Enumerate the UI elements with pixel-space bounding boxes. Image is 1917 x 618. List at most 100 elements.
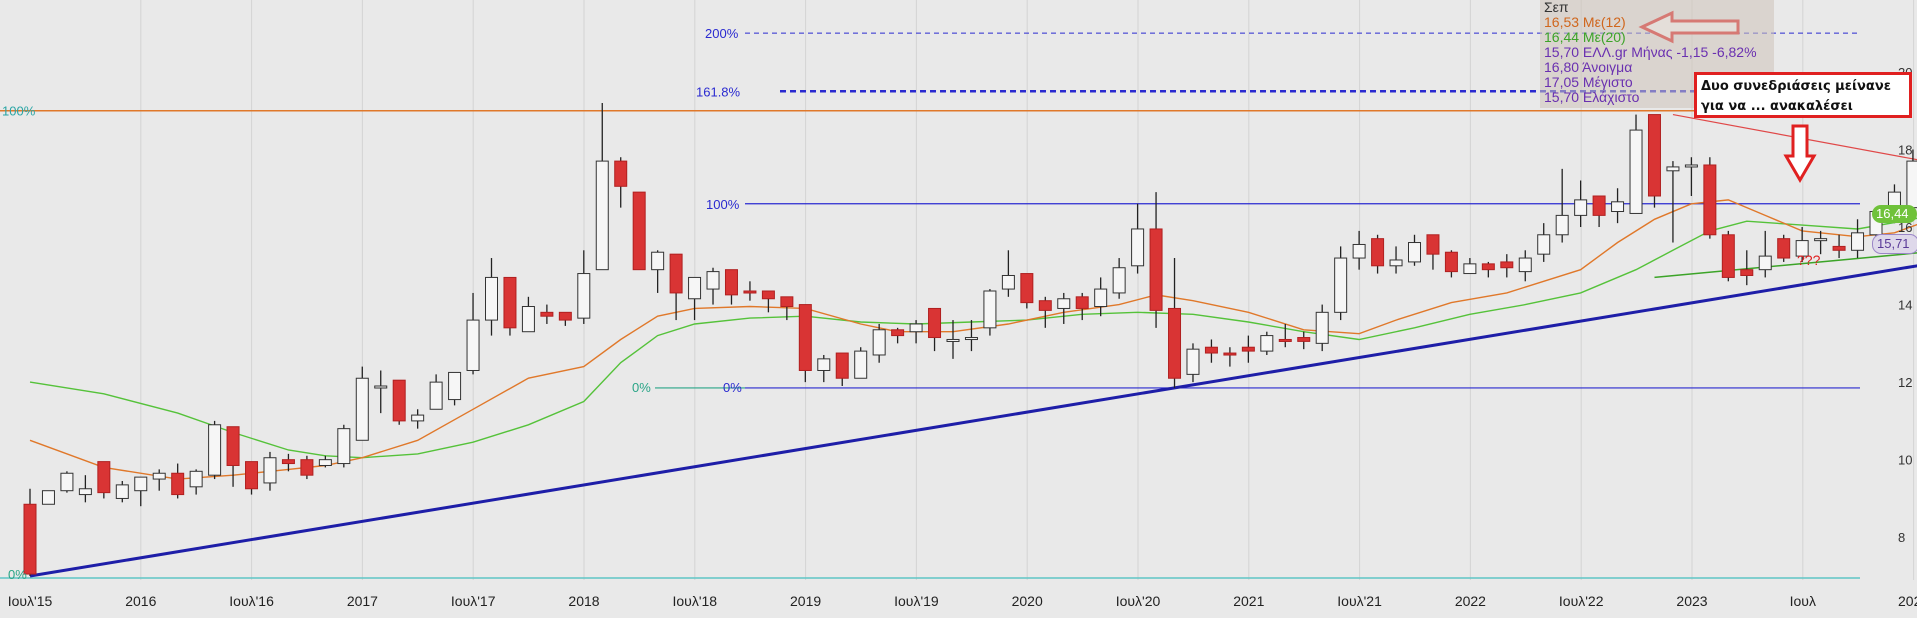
bear-candle (1832, 234, 1846, 259)
x-tick-label: Ιουλ'22 (1559, 593, 1604, 609)
candle-body (1481, 263, 1495, 271)
candle-body (1721, 234, 1735, 278)
bull-candle (1851, 219, 1865, 259)
x-tick-label: Ιουλ'20 (1116, 593, 1161, 609)
bear-candle (891, 327, 905, 344)
candle-body (392, 379, 406, 422)
bull-candle (318, 455, 332, 468)
candle-body (928, 307, 942, 339)
candle-body (429, 381, 443, 410)
candle-body (1795, 240, 1809, 257)
candle-body (355, 377, 369, 441)
candle-body (706, 271, 720, 290)
bull-candle (1518, 250, 1532, 282)
candle-body (466, 319, 480, 371)
x-tick-label: Ιουλ'16 (229, 593, 274, 609)
candle-body (300, 459, 314, 476)
candle-body (724, 269, 738, 296)
bear-candle (1168, 258, 1182, 388)
candle-body (946, 338, 960, 342)
candle-body (798, 304, 812, 371)
candle-body (1278, 338, 1292, 342)
candle-body (1389, 259, 1403, 267)
candle-body (1260, 335, 1274, 352)
bull-candle (577, 250, 591, 324)
ma20-line (29, 217, 1917, 459)
candle-body (1094, 288, 1108, 308)
x-tick-label: 2024 (1898, 593, 1917, 609)
candle-body (226, 426, 240, 466)
bear-candle (780, 296, 794, 321)
candle-body (817, 358, 831, 371)
candle-body (632, 191, 646, 271)
bull-candle (854, 347, 868, 379)
candle-body (1204, 346, 1218, 354)
candle-body (521, 306, 535, 333)
bull-candle (595, 102, 609, 271)
candle-body (189, 470, 203, 488)
bear-candle (245, 461, 259, 495)
candle-body (134, 476, 148, 492)
descending-resistance-line (1672, 113, 1917, 161)
candle-body (23, 503, 37, 575)
candle-body (1112, 267, 1126, 294)
bear-candle (614, 157, 628, 208)
candle-body (1832, 245, 1846, 251)
bull-candle (1001, 250, 1015, 297)
bull-candle (78, 475, 92, 503)
y-tick-label: 12 (1898, 375, 1912, 390)
bull-candle (115, 481, 129, 503)
candle-body (1223, 352, 1237, 356)
bull-candle (817, 354, 831, 383)
chart-grid (0, 0, 1915, 580)
bear-candle (1020, 273, 1034, 309)
bear-candle (1444, 250, 1458, 278)
candle-body (411, 414, 425, 422)
candle-body (1297, 337, 1311, 342)
bull-candle (411, 409, 425, 429)
fib-level-label: 200% (705, 26, 739, 41)
fib-level-label: 0% (632, 380, 651, 395)
bear-candle (558, 311, 572, 326)
annotation-line-2: για να ... ανακαλέσει (1701, 99, 1853, 114)
candle-body (540, 311, 554, 317)
fib-level-label: 161.8% (696, 84, 741, 99)
annotation-line-1: Δυο συνεδριάσεις μείνανε (1701, 79, 1891, 94)
candle-body (688, 276, 702, 300)
fib-level-label: 100% (706, 197, 740, 212)
x-tick-label: Ιουλ (1790, 593, 1816, 609)
candle-body (171, 472, 185, 496)
annotation-box: Δυο συνεδριάσεις μείνανε για να ... ανακ… (1694, 72, 1912, 118)
candle-body (1426, 234, 1440, 255)
bull-candle (1758, 230, 1772, 278)
candle-body (152, 472, 166, 480)
candle-body (1500, 261, 1514, 269)
bear-candle (1426, 234, 1440, 270)
x-tick-label: Ιουλ'17 (451, 593, 496, 609)
y-tick-label: 8 (1898, 530, 1905, 545)
info-low: 15,70 Ελάχιστο (1544, 89, 1640, 105)
candle-body (1740, 269, 1754, 276)
bear-candle (1740, 250, 1754, 286)
bull-candle (1057, 292, 1071, 324)
candle-body (374, 385, 388, 389)
candle-body (1168, 307, 1182, 379)
bull-candle (1094, 277, 1108, 317)
bear-candle (540, 304, 554, 324)
bear-candle (1481, 261, 1495, 278)
bear-candle (503, 276, 517, 336)
x-tick-label: 2019 (790, 593, 821, 609)
x-tick-label: 2023 (1676, 593, 1707, 609)
bull-candle (448, 371, 462, 406)
bull-candle (706, 267, 720, 305)
candle-body (614, 160, 628, 187)
bull-candle (688, 276, 702, 321)
candle-body (891, 329, 905, 337)
candle-body (761, 290, 775, 300)
bull-candle (1131, 203, 1145, 274)
candle-body (97, 461, 111, 494)
bull-candle (1463, 258, 1477, 275)
candle-body (669, 253, 683, 294)
candle-body (1241, 346, 1255, 352)
bull-candle (1408, 234, 1421, 266)
